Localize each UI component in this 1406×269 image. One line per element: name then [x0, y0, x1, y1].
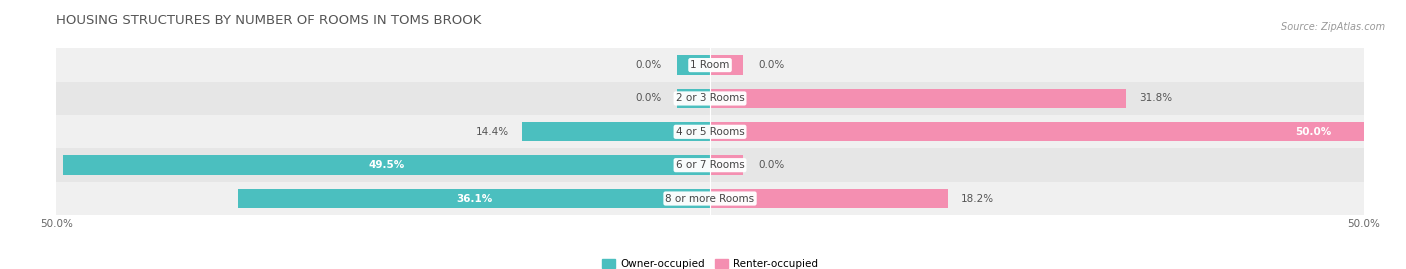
Legend: Owner-occupied, Renter-occupied: Owner-occupied, Renter-occupied	[598, 255, 823, 269]
Bar	[678, 89, 710, 108]
Text: 1 Room: 1 Room	[690, 60, 730, 70]
Bar	[710, 155, 742, 175]
Bar	[56, 115, 1364, 148]
Bar	[710, 55, 742, 75]
Text: 0.0%: 0.0%	[758, 60, 785, 70]
Bar	[710, 189, 948, 208]
Bar	[522, 122, 710, 141]
Text: 49.5%: 49.5%	[368, 160, 405, 170]
Text: 31.8%: 31.8%	[1139, 93, 1173, 104]
Bar	[710, 89, 1126, 108]
Text: 0.0%: 0.0%	[758, 160, 785, 170]
Bar	[710, 122, 1364, 141]
Bar	[56, 48, 1364, 82]
Bar	[238, 189, 710, 208]
Bar	[56, 82, 1364, 115]
Text: 36.1%: 36.1%	[456, 193, 492, 204]
Bar	[56, 182, 1364, 215]
Text: 50.0%: 50.0%	[1295, 127, 1331, 137]
Bar	[63, 155, 710, 175]
Text: 8 or more Rooms: 8 or more Rooms	[665, 193, 755, 204]
Text: 18.2%: 18.2%	[962, 193, 994, 204]
Text: 6 or 7 Rooms: 6 or 7 Rooms	[676, 160, 744, 170]
Text: 2 or 3 Rooms: 2 or 3 Rooms	[676, 93, 744, 104]
Bar	[678, 55, 710, 75]
Text: 0.0%: 0.0%	[636, 93, 662, 104]
Text: Source: ZipAtlas.com: Source: ZipAtlas.com	[1281, 22, 1385, 31]
Text: HOUSING STRUCTURES BY NUMBER OF ROOMS IN TOMS BROOK: HOUSING STRUCTURES BY NUMBER OF ROOMS IN…	[56, 14, 482, 27]
Text: 0.0%: 0.0%	[636, 60, 662, 70]
Text: 14.4%: 14.4%	[475, 127, 509, 137]
Bar	[56, 148, 1364, 182]
Text: 4 or 5 Rooms: 4 or 5 Rooms	[676, 127, 744, 137]
